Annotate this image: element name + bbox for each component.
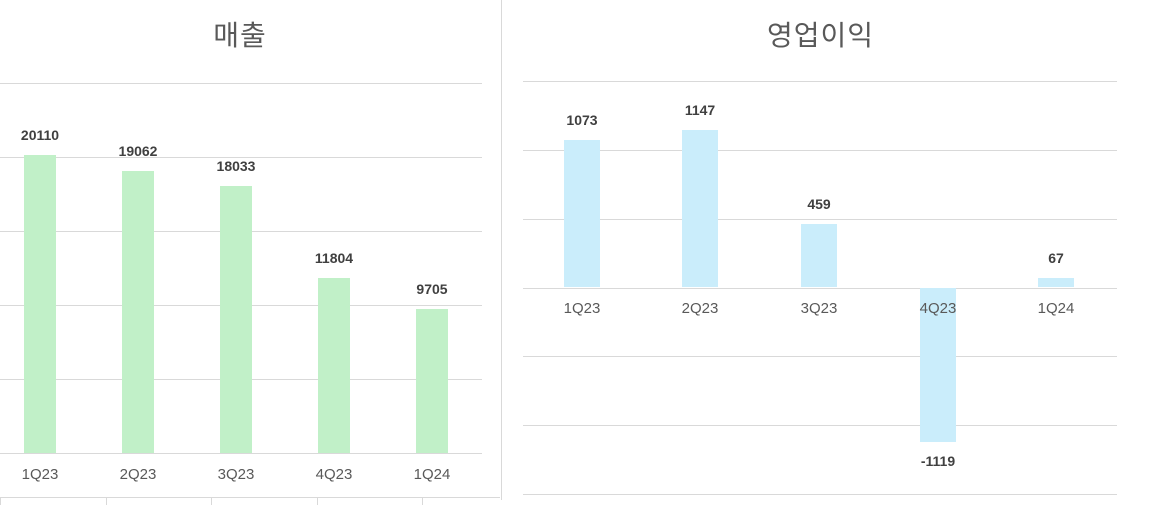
bar-1q24 bbox=[416, 309, 448, 453]
revenue-chart: 매출 20110 1Q23 19062 2Q23 18033 3Q23 11804 4Q23 9… bbox=[0, 0, 502, 511]
bar-1q23 bbox=[564, 139, 600, 288]
x-axis-label: 2Q23 bbox=[119, 466, 157, 483]
bar-4q23 bbox=[920, 287, 956, 442]
x-axis-label: 1Q23 bbox=[21, 466, 59, 483]
gridline bbox=[523, 150, 1117, 151]
gridline bbox=[523, 356, 1117, 357]
data-label: 20110 bbox=[20, 127, 60, 144]
x-axis-tick bbox=[106, 497, 107, 505]
x-axis-label: 4Q23 bbox=[919, 299, 957, 317]
x-axis-tick bbox=[317, 497, 318, 505]
gridline bbox=[0, 83, 482, 84]
data-label: 9705 bbox=[416, 281, 448, 298]
data-label: 19062 bbox=[118, 142, 158, 159]
x-axis-label: 2Q23 bbox=[681, 299, 719, 317]
data-label: 67 bbox=[1048, 250, 1064, 267]
x-axis-label: 1Q24 bbox=[413, 466, 451, 483]
operating-profit-chart-title: 영업이익 bbox=[766, 19, 875, 52]
bar-3q23 bbox=[801, 224, 837, 288]
bar-2q23 bbox=[682, 129, 718, 288]
data-label: 1147 bbox=[684, 101, 716, 118]
bar-1q23 bbox=[24, 155, 56, 453]
chart-divider bbox=[501, 0, 502, 500]
data-label: 11804 bbox=[314, 250, 354, 267]
gridline bbox=[523, 81, 1117, 82]
x-axis-tick bbox=[211, 497, 212, 505]
zero-line bbox=[523, 288, 1117, 289]
x-axis-label: 1Q23 bbox=[563, 299, 601, 317]
x-axis-label: 1Q24 bbox=[1037, 299, 1075, 317]
gridline bbox=[523, 219, 1117, 220]
gridline bbox=[523, 494, 1117, 495]
data-label: 1073 bbox=[566, 111, 598, 128]
data-label: 459 bbox=[807, 196, 831, 213]
x-axis-label: 4Q23 bbox=[315, 466, 353, 483]
x-axis-label: 3Q23 bbox=[217, 466, 255, 483]
x-axis-tick-line bbox=[0, 497, 500, 498]
bar-3q23 bbox=[220, 186, 252, 453]
x-axis-label: 3Q23 bbox=[800, 299, 838, 317]
x-axis-tick bbox=[0, 497, 1, 505]
data-label: -1119 bbox=[920, 452, 956, 469]
gridline bbox=[0, 157, 482, 158]
x-axis-tick bbox=[422, 497, 423, 505]
data-label: 18033 bbox=[216, 158, 256, 175]
bar-1q24 bbox=[1038, 278, 1074, 288]
bar-4q23 bbox=[318, 278, 350, 453]
revenue-chart-title: 매출 bbox=[213, 19, 267, 52]
gridline bbox=[523, 425, 1117, 426]
gridline bbox=[0, 453, 482, 454]
bar-2q23 bbox=[122, 170, 154, 453]
operating-profit-chart: 영업이익 1073 1Q23 1147 2Q23 459 3Q23 -1119 4Q23 67 1… bbox=[503, 0, 1151, 511]
